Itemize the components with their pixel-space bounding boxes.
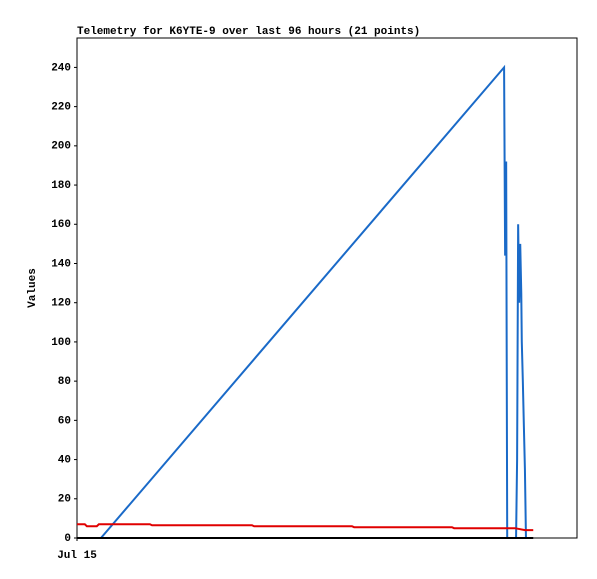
y-tick-label: 160 (51, 219, 71, 231)
chart-title: Telemetry for K6YTE-9 over last 96 hours… (77, 26, 420, 38)
series-line (77, 523, 534, 532)
y-axis-label: Values (27, 268, 39, 308)
y-tick-label: 240 (51, 62, 71, 74)
y-tick-label: 180 (51, 180, 71, 192)
y-tick-label: 140 (51, 258, 71, 270)
y-tick-label: 0 (64, 533, 71, 545)
series-line (100, 64, 527, 539)
y-tick-label: 200 (51, 141, 71, 153)
y-tick-label: 220 (51, 102, 71, 114)
y-tick-label: 80 (58, 376, 71, 388)
y-tick-label: 20 (58, 494, 71, 506)
y-tick-label: 100 (51, 337, 71, 349)
plot-frame (76, 37, 578, 539)
x-tick-label: Jul 15 (57, 550, 97, 562)
y-tick-label: 120 (51, 298, 71, 310)
y-tick-label: 40 (58, 454, 71, 466)
y-tick-label: 60 (58, 415, 71, 427)
